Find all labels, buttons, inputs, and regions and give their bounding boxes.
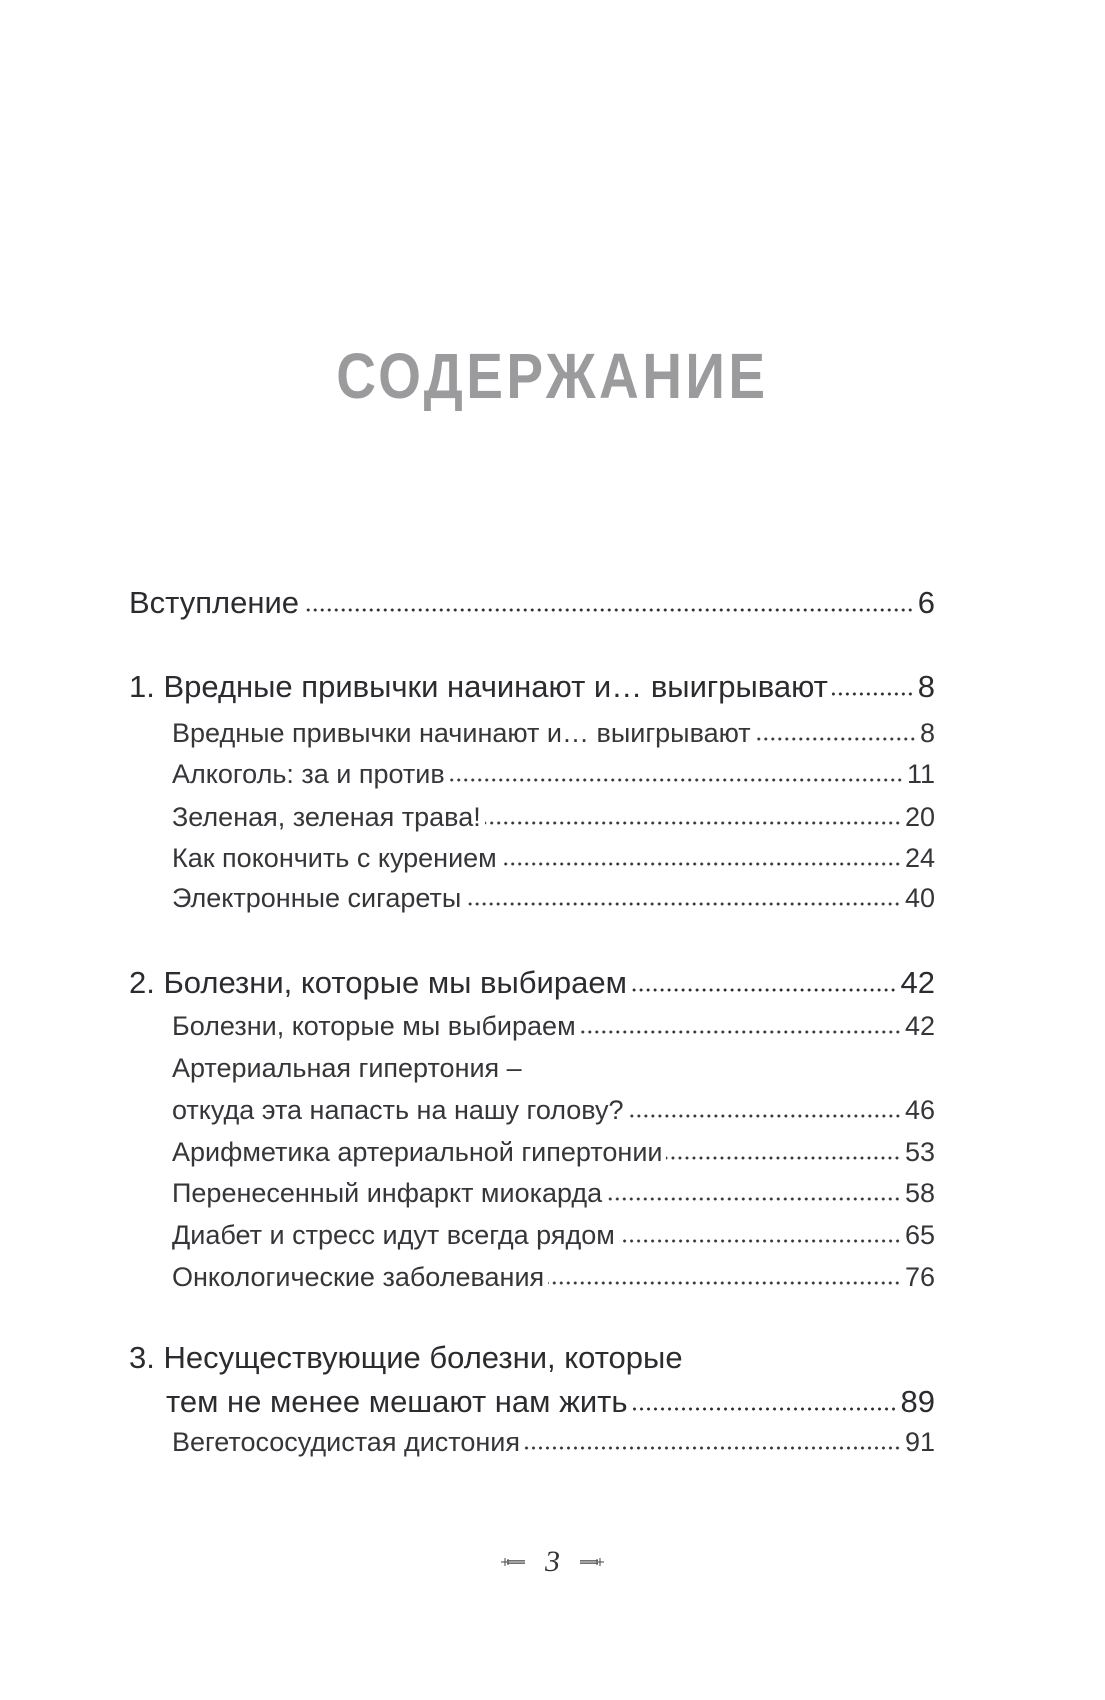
toc-chapter[interactable]: 2. Болезни, которые мы выбираем 42 bbox=[129, 963, 935, 1003]
toc-entry[interactable]: Электронные сигареты 40 bbox=[172, 880, 935, 916]
toc-chapter[interactable]: 1. Вредные привычки начинают и… выигрыва… bbox=[129, 667, 935, 707]
entry-label: Алкоголь: за и против bbox=[172, 759, 445, 789]
toc-entry[interactable]: Диабет и стресс идут всегда рядом 65 bbox=[172, 1217, 935, 1253]
entry-label: Электронные сигареты bbox=[172, 883, 462, 913]
entry-page: 6 bbox=[917, 585, 935, 620]
toc-entry[interactable]: Перенесенный инфаркт миокарда 58 bbox=[172, 1175, 935, 1211]
entry-page: 53 bbox=[904, 1137, 935, 1167]
entry-label: Зеленая, зеленая трава! bbox=[172, 802, 481, 832]
entry-label: 3. Несуществующие болезни, которые bbox=[129, 1340, 683, 1375]
toc-entry[interactable]: Зеленая, зеленая трава! 20 bbox=[172, 799, 935, 835]
dot-leader bbox=[484, 820, 901, 826]
entry-page: 89 bbox=[900, 1384, 935, 1419]
entry-page: 76 bbox=[904, 1262, 935, 1292]
entry-label: Артериальная гипертония – bbox=[172, 1053, 522, 1083]
entry-page: 8 bbox=[919, 718, 935, 748]
toc-entry[interactable]: Как покончить с курением 24 bbox=[172, 840, 935, 876]
entry-page: 58 bbox=[904, 1178, 935, 1208]
arrow-ornament-right-icon bbox=[580, 1558, 604, 1566]
dot-leader bbox=[618, 1238, 901, 1244]
dot-leader bbox=[630, 987, 897, 993]
entry-page: 91 bbox=[904, 1427, 935, 1457]
entry-label: Перенесенный инфаркт миокарда bbox=[172, 1178, 603, 1208]
toc-entry[interactable]: Вступление 6 bbox=[129, 583, 935, 623]
entry-page: 20 bbox=[904, 802, 935, 832]
entry-page: 42 bbox=[900, 965, 935, 1000]
entry-page: 24 bbox=[904, 843, 935, 873]
page-number: 3 bbox=[545, 1545, 560, 1578]
entry-page: 65 bbox=[904, 1220, 935, 1250]
dot-leader bbox=[606, 1196, 901, 1202]
dot-leader bbox=[500, 861, 901, 867]
dot-leader bbox=[831, 691, 914, 697]
dot-leader bbox=[523, 1445, 901, 1451]
dot-leader bbox=[579, 1029, 901, 1035]
dot-leader bbox=[548, 1280, 901, 1286]
arrow-ornament-left-icon bbox=[501, 1558, 525, 1566]
entry-label: 1. Вредные привычки начинают и… выигрыва… bbox=[129, 669, 828, 704]
toc-entry[interactable]: Вегетососудистая дистония 91 bbox=[172, 1424, 935, 1460]
entry-label: Болезни, которые мы выбираем bbox=[172, 1011, 576, 1041]
page-title: СОДЕРЖАНИЕ bbox=[336, 340, 769, 412]
entry-label-continuation: откуда эта напасть на нашу голову? bbox=[172, 1095, 624, 1125]
toc-chapter-line2[interactable]: тем не менее мешают нам жить 89 bbox=[166, 1382, 935, 1422]
toc-entry[interactable]: Вредные привычки начинают и… выигрывают … bbox=[172, 715, 935, 751]
entry-page: 8 bbox=[917, 669, 935, 704]
toc-entry-line1[interactable]: Артериальная гипертония – bbox=[172, 1050, 935, 1086]
entry-page: 46 bbox=[904, 1095, 935, 1125]
toc-entry-line2[interactable]: откуда эта напасть на нашу голову? 46 bbox=[172, 1092, 935, 1128]
entry-label: Онкологические заболевания bbox=[172, 1262, 545, 1292]
entry-label-continuation: тем не менее мешают нам жить bbox=[166, 1384, 628, 1419]
entry-label: Как покончить с курением bbox=[172, 843, 497, 873]
toc-entry[interactable]: Онкологические заболевания 76 bbox=[172, 1259, 935, 1295]
dot-leader bbox=[303, 607, 914, 613]
entry-label: Арифметика артериальной гипертонии bbox=[172, 1137, 663, 1167]
toc-entry[interactable]: Алкоголь: за и против 11 bbox=[172, 756, 935, 792]
toc-entry[interactable]: Болезни, которые мы выбираем 42 bbox=[172, 1008, 935, 1044]
toc-chapter-line1[interactable]: 3. Несуществующие болезни, которые bbox=[129, 1338, 935, 1378]
dot-leader bbox=[754, 736, 916, 742]
entry-label: Диабет и стресс идут всегда рядом bbox=[172, 1220, 615, 1250]
entry-label: Вегетососудистая дистония bbox=[172, 1427, 520, 1457]
dot-leader bbox=[666, 1155, 901, 1161]
entry-page: 42 bbox=[904, 1011, 935, 1041]
dot-leader bbox=[448, 777, 903, 783]
toc-entry[interactable]: Арифметика артериальной гипертонии 53 bbox=[172, 1134, 935, 1170]
entry-label: Вступление bbox=[129, 585, 300, 620]
dot-leader bbox=[465, 901, 901, 907]
entry-page: 40 bbox=[904, 883, 935, 913]
page-footer: 3 bbox=[0, 1545, 1105, 1579]
entry-page: 11 bbox=[906, 759, 935, 789]
entry-label: Вредные привычки начинают и… выигрывают bbox=[172, 718, 751, 748]
dot-leader bbox=[631, 1406, 897, 1412]
dot-leader bbox=[627, 1113, 901, 1119]
entry-label: 2. Болезни, которые мы выбираем bbox=[129, 965, 627, 1000]
